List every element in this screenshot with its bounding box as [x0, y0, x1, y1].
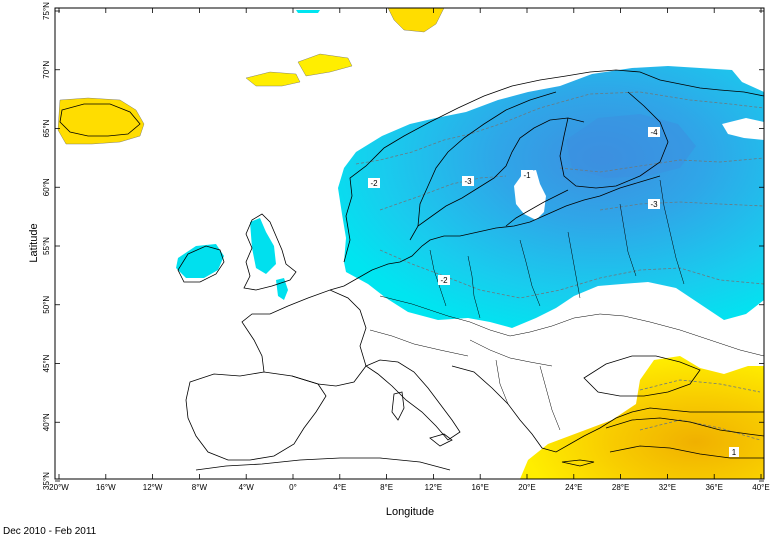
- iceland-coast: [59, 103, 141, 137]
- crete-coast: [561, 459, 595, 467]
- lon-tick-label: 16°W: [96, 483, 116, 492]
- warm-patch-greenland: [57, 97, 145, 145]
- contour-label: -2: [368, 178, 380, 188]
- sardinia-coast: [391, 391, 405, 421]
- lat-tick-label: 75°N: [42, 2, 51, 20]
- lat-tick-label: 45°N: [42, 354, 51, 372]
- cold-anomaly-main: [338, 66, 764, 328]
- contour-lines: [355, 91, 764, 441]
- contour-label: -3: [462, 176, 474, 186]
- contour-label: -4: [648, 127, 660, 137]
- baltic-neutral-patch: [514, 170, 546, 220]
- contour-label: -1: [521, 170, 533, 180]
- black-sea-coast: [583, 355, 701, 397]
- lon-tick-label: 24°E: [565, 483, 582, 492]
- contour-label-text: -3: [464, 177, 472, 186]
- ireland-coast: [177, 245, 225, 283]
- y-axis-title: Latitude: [28, 223, 40, 262]
- contour-labels: -1 -2 -2 -3 -3 -4: [368, 127, 739, 457]
- warm-patch-svalbard-2: [297, 53, 353, 77]
- lat-tick-label: 40°N: [42, 413, 51, 431]
- lon-tick-label: 28°E: [612, 483, 629, 492]
- lat-tick-label: 60°N: [42, 178, 51, 196]
- lon-tick-label: 32°E: [659, 483, 676, 492]
- cold-patch-ireland: [176, 244, 224, 278]
- britain-coast: [243, 213, 297, 291]
- lat-tick-label: 65°N: [42, 119, 51, 137]
- period-label: Dec 2010 - Feb 2011: [3, 526, 97, 537]
- contour-label: -2: [438, 275, 450, 285]
- north-africa-coast: [195, 457, 451, 471]
- france-coast: [241, 289, 367, 387]
- iberia-coast: [185, 371, 327, 461]
- contour-label-text: -3: [650, 200, 658, 209]
- lat-tick-label: 70°N: [42, 61, 51, 79]
- ne-neutral-patch: [722, 118, 764, 140]
- map-frame: [54, 7, 765, 480]
- north-sea-coast: [329, 175, 661, 291]
- scandinavia-coast: [343, 69, 764, 263]
- finland-border: [559, 91, 669, 189]
- lon-tick-label: 20°E: [518, 483, 535, 492]
- baltic-coast: [505, 189, 569, 227]
- contour-label: -3: [648, 199, 660, 209]
- axis-ticks: 20°W 16°W 12°W 8°W 4°W 0° 4°E 8°E 12°E 16°E 20°E 24…: [42, 2, 770, 492]
- lat-tick-label: 50°N: [42, 296, 51, 314]
- lon-tick-label: 4°E: [333, 483, 346, 492]
- contour-label-text: -1: [523, 171, 531, 180]
- lon-tick-label: 20°W: [49, 483, 69, 492]
- contour-label-text: -2: [440, 276, 448, 285]
- sweden-coast: [409, 117, 585, 241]
- contour-label: 1: [729, 447, 739, 457]
- lon-tick-label: 16°E: [471, 483, 488, 492]
- turkey-coast: [605, 417, 764, 437]
- x-axis-title: Longitude: [386, 506, 434, 518]
- cold-patch-britain: [250, 218, 276, 274]
- lon-tick-label: 4°W: [239, 483, 255, 492]
- turkey-south: [609, 445, 764, 459]
- contour-label-text: -4: [650, 128, 658, 137]
- warm-patch-svalbard-1: [245, 71, 301, 87]
- lon-tick-label: 8°W: [192, 483, 208, 492]
- lat-tick-label: 55°N: [42, 237, 51, 255]
- norway-sweden-border: [417, 91, 557, 227]
- lon-tick-label: 8°E: [380, 483, 393, 492]
- lat-tick-label: 35°N: [42, 472, 51, 490]
- warm-patch-top: [387, 8, 445, 33]
- lon-tick-label: 40°E: [752, 483, 769, 492]
- borders: [369, 179, 764, 431]
- lon-tick-label: 36°E: [705, 483, 722, 492]
- coastlines: [59, 69, 764, 471]
- lon-tick-label: 0°: [289, 483, 297, 492]
- cold-patch-top: [296, 10, 320, 13]
- italy-coast: [365, 359, 461, 441]
- lon-tick-label: 12°E: [425, 483, 442, 492]
- sicily-coast: [429, 433, 453, 447]
- lon-tick-label: 12°W: [143, 483, 163, 492]
- warm-anomaly-main: [520, 356, 764, 479]
- contour-label-text: 1: [732, 448, 737, 457]
- contour-label-text: -2: [370, 179, 378, 188]
